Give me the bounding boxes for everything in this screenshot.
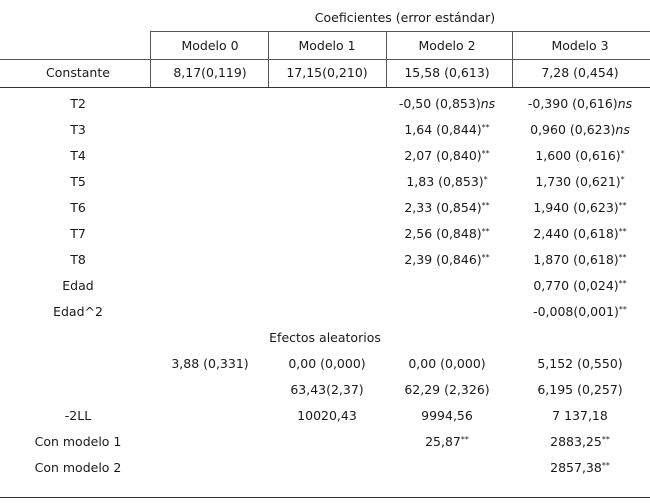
col-header-modelo-0: Modelo 0 bbox=[181, 38, 239, 53]
col-header-modelo-1: Modelo 1 bbox=[298, 38, 356, 53]
fit-cm2-m3: 2857,38** bbox=[550, 460, 610, 475]
row-label: T8 bbox=[70, 252, 86, 267]
cell-m2: 2,39 (0,846)** bbox=[404, 252, 490, 267]
cell-m3: 0,770 (0,024)** bbox=[533, 278, 627, 293]
row-label: T4 bbox=[70, 148, 86, 163]
cell-m3: 0,960 (0,623)ns bbox=[530, 122, 630, 137]
column-divider bbox=[512, 31, 513, 87]
cell-m3: -0,390 (0,616)ns bbox=[527, 96, 633, 111]
col-header-modelo-2: Modelo 2 bbox=[418, 38, 476, 53]
cell-m2: 1,83 (0,853)* bbox=[406, 174, 488, 189]
row-label-constante: Constante bbox=[46, 65, 110, 80]
fit-cm1-m2: 25,87** bbox=[425, 434, 469, 449]
constante-m3: 7,28 (0,454) bbox=[541, 65, 619, 80]
random-r1-m3: 5,152 (0,550) bbox=[537, 356, 623, 371]
row-label-2ll: -2LL bbox=[64, 408, 92, 423]
random-r2-m3: 6,195 (0,257) bbox=[537, 382, 623, 397]
fit-2ll-m2: 9994,56 bbox=[421, 408, 473, 423]
random-r1-m1: 0,00 (0,000) bbox=[288, 356, 366, 371]
row-label: Edad^2 bbox=[53, 304, 103, 319]
cell-m2: 2,33 (0,854)** bbox=[404, 200, 490, 215]
row-label: T2 bbox=[70, 96, 86, 111]
constante-m2: 15,58 (0,613) bbox=[404, 65, 490, 80]
table-title: Coeficientes (error estándar) bbox=[314, 10, 496, 25]
header-rule bbox=[150, 31, 650, 32]
column-header-rule bbox=[0, 59, 650, 60]
fit-2ll-m1: 10020,43 bbox=[297, 408, 357, 423]
row-label: T3 bbox=[70, 122, 86, 137]
constante-m1: 17,15(0,210) bbox=[286, 65, 368, 80]
cell-m2: 2,56 (0,848)** bbox=[404, 226, 490, 241]
row-label: T5 bbox=[70, 174, 86, 189]
cell-m2: 1,64 (0,844)** bbox=[404, 122, 490, 137]
column-divider bbox=[150, 31, 151, 87]
row-label: Edad bbox=[62, 278, 94, 293]
fit-cm1-m3: 2883,25** bbox=[550, 434, 610, 449]
column-divider bbox=[268, 31, 269, 87]
cell-m2: 2,07 (0,840)** bbox=[404, 148, 490, 163]
cell-m3: 1,600 (0,616)* bbox=[535, 148, 625, 163]
row-label: T6 bbox=[70, 200, 86, 215]
column-divider bbox=[386, 31, 387, 87]
cell-m3: -0,008(0,001)** bbox=[533, 304, 627, 319]
random-r2-m1: 63,43(2,37) bbox=[290, 382, 364, 397]
col-header-modelo-3: Modelo 3 bbox=[551, 38, 609, 53]
fit-2ll-m3: 7 137,18 bbox=[552, 408, 608, 423]
cell-m3: 1,940 (0,623)** bbox=[533, 200, 627, 215]
table-bottom-rule bbox=[0, 497, 650, 498]
cell-m2: -0,50 (0,853)ns bbox=[398, 96, 496, 111]
constante-m0: 8,17(0,119) bbox=[173, 65, 247, 80]
random-r1-m2: 0,00 (0,000) bbox=[408, 356, 486, 371]
section-title-random-effects: Efectos aleatorios bbox=[269, 330, 381, 345]
body-rule bbox=[0, 87, 650, 88]
cell-m3: 1,730 (0,621)* bbox=[535, 174, 625, 189]
row-label-con-modelo-2: Con modelo 2 bbox=[34, 460, 122, 475]
cell-m3: 2,440 (0,618)** bbox=[533, 226, 627, 241]
random-r2-m2: 62,29 (2,326) bbox=[404, 382, 490, 397]
cell-m3: 1,870 (0,618)** bbox=[533, 252, 627, 267]
row-label-con-modelo-1: Con modelo 1 bbox=[34, 434, 122, 449]
row-label: T7 bbox=[70, 226, 86, 241]
random-r1-m0: 3,88 (0,331) bbox=[171, 356, 249, 371]
